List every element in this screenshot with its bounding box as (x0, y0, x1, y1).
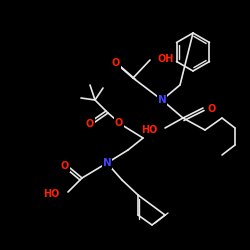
Text: O: O (208, 104, 216, 114)
Text: O: O (115, 118, 123, 128)
Text: HO: HO (142, 125, 158, 135)
Text: O: O (112, 58, 120, 68)
Text: HO: HO (44, 189, 60, 199)
Text: O: O (61, 161, 69, 171)
Text: O: O (86, 119, 94, 129)
Text: N: N (158, 95, 166, 105)
Text: N: N (103, 158, 112, 168)
Text: OH: OH (157, 54, 174, 64)
